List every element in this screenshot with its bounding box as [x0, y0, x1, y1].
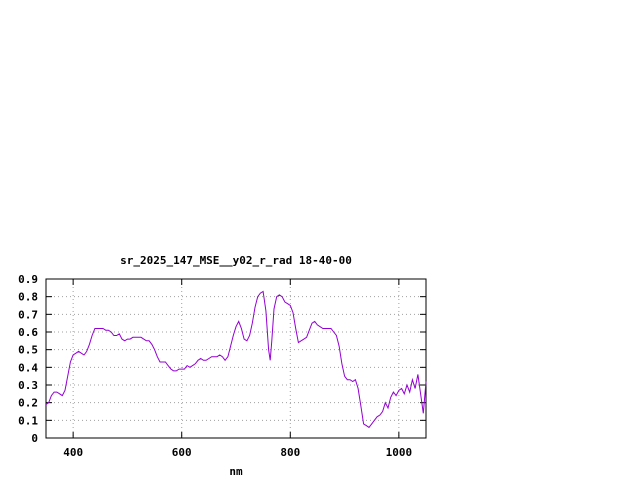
x-tick-label: 400: [63, 446, 83, 459]
y-tick-label: 0: [31, 432, 38, 445]
series-line: [45, 290, 427, 429]
x-tick-label: 1000: [386, 446, 413, 459]
y-tick-label: 0.6: [18, 326, 38, 339]
y-tick-label: 0.1: [18, 414, 38, 427]
y-tick-label: 0.4: [18, 361, 38, 374]
y-tick-label: 0.2: [18, 397, 38, 410]
x-tick-label: 600: [172, 446, 192, 459]
y-tick-label: 0.3: [18, 379, 38, 392]
y-tick-label: 0.5: [18, 344, 38, 357]
grid-lines: [46, 279, 426, 438]
y-tick-label: 0.9: [18, 273, 38, 286]
chart-title: sr_2025_147_MSE__y02_r_rad 18-40-00: [120, 254, 352, 267]
y-axis: 0 0.1 0.2 0.3 0.4 0.5 0.6 0.7 0.8 0.9: [18, 273, 426, 445]
x-axis-label: nm: [229, 465, 243, 478]
x-axis: 400 600 800 1000: [63, 279, 412, 459]
y-tick-label: 0.8: [18, 291, 38, 304]
plot-frame: [45, 278, 427, 439]
y-tick-label: 0.7: [18, 308, 38, 321]
x-tick-label: 800: [280, 446, 300, 459]
